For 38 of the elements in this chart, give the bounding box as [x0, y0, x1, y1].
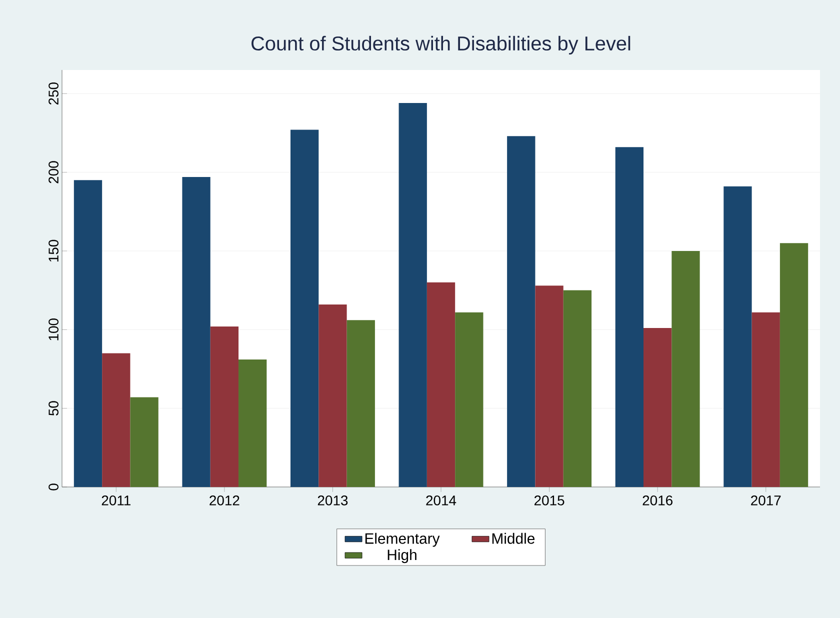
x-tick-label: 2016 [642, 495, 672, 506]
bar [455, 312, 484, 487]
bar [290, 130, 319, 487]
bar [426, 282, 456, 487]
x-tick-label: 2013 [318, 495, 348, 506]
bar [346, 320, 375, 487]
x-tick-label: 2014 [426, 495, 456, 506]
bar [563, 290, 592, 487]
bar [644, 328, 672, 487]
y-tick-label: 150 [48, 240, 58, 262]
bar [210, 326, 239, 487]
bar [780, 243, 808, 487]
bar [398, 103, 427, 487]
bar [535, 286, 564, 487]
bar [130, 397, 158, 487]
x-tick-label: 2012 [210, 495, 240, 506]
legend-label: High [388, 549, 416, 564]
bar [752, 312, 780, 487]
chart-title: Count of Students with Disabilities by Level [252, 36, 630, 54]
y-tick-label: 250 [48, 82, 58, 105]
y-tick-label: 50 [48, 401, 58, 416]
bar [238, 360, 267, 487]
x-tick-label: 2011 [102, 495, 130, 506]
legend-label: Middle [492, 532, 535, 544]
y-tick-label: 0 [48, 484, 58, 490]
x-tick-label: 2017 [751, 495, 781, 506]
bar [182, 176, 210, 487]
bar [507, 136, 536, 487]
x-tick-label: 2015 [534, 495, 564, 506]
bar [615, 147, 644, 487]
bar [318, 304, 347, 487]
y-tick-label: 100 [48, 318, 58, 340]
legend-label: Elementary [365, 532, 440, 547]
bar [724, 186, 752, 487]
bar [102, 353, 130, 487]
bar [672, 250, 700, 487]
bar [74, 180, 102, 487]
y-tick-label: 200 [48, 161, 58, 184]
